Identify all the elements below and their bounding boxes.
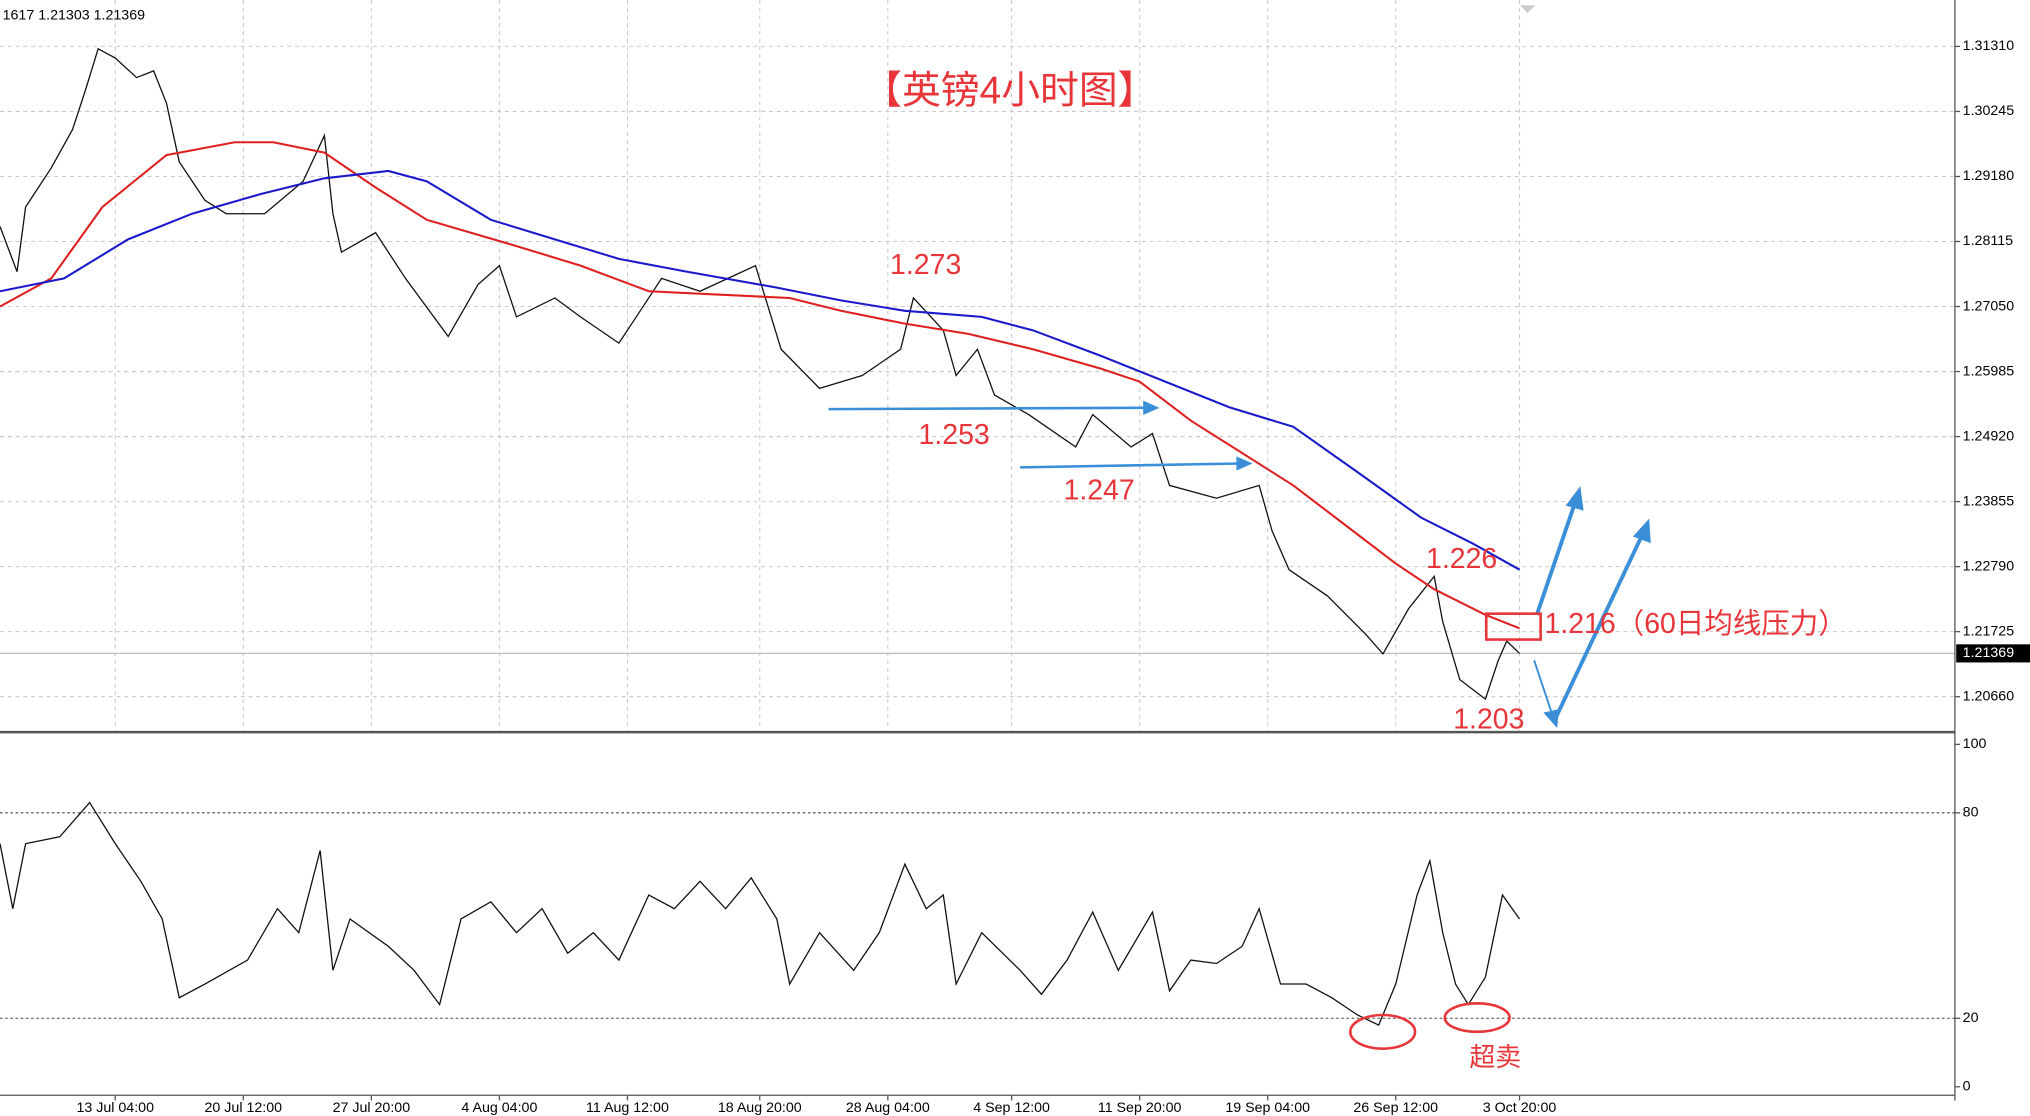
resistance-box	[1484, 612, 1542, 641]
x-tick-label: 27 Jul 20:00	[333, 1100, 411, 1116]
header: 1617 1.21303 1.21369	[3, 7, 146, 23]
x-tick-label: 11 Aug 12:00	[586, 1100, 669, 1116]
arrow-head	[1632, 518, 1651, 544]
arrow-head	[1143, 400, 1160, 415]
arrow	[1534, 500, 1578, 616]
grid-layer	[0, 0, 1955, 1019]
arrow	[1020, 462, 1241, 469]
arrows	[828, 400, 1651, 729]
y-tick-label: 0	[1963, 1079, 1971, 1095]
y-tick-label: 100	[1963, 736, 1987, 752]
series-line	[0, 801, 1521, 1027]
y-tick-label: 1.25985	[1963, 363, 2015, 379]
x-tick-label: 4 Sep 12:00	[973, 1100, 1050, 1116]
y-tick-label: 1.22790	[1963, 558, 2015, 574]
x-tick-label: 3 Oct 20:00	[1483, 1100, 1557, 1116]
series-line	[0, 141, 1520, 630]
y-tick-label: 1.23855	[1963, 493, 2015, 509]
y-tick-label: 80	[1963, 805, 1979, 821]
y-tick-label: 1.21725	[1963, 623, 2015, 639]
x-tick-label: 20 Jul 12:00	[205, 1100, 283, 1116]
annotation: 超卖	[1469, 1043, 1521, 1072]
series-line	[0, 169, 1521, 571]
y-tick-label: 1.28115	[1963, 233, 2013, 249]
x-tick-label: 28 Aug 04:00	[846, 1100, 930, 1116]
arrow	[828, 406, 1148, 411]
y-tick-label: 20	[1963, 1010, 1979, 1026]
y-tick-label: 1.29180	[1963, 168, 2015, 184]
arrow-head	[1543, 709, 1559, 729]
annotation: 1.253	[919, 419, 990, 451]
x-tick-label: 11 Sep 20:00	[1098, 1100, 1182, 1116]
y-tick-label: 1.27050	[1963, 298, 2015, 314]
last-price-box	[1956, 644, 2030, 663]
x-tick-label: 26 Sep 12:00	[1353, 1100, 1438, 1116]
arrow-head	[1236, 456, 1253, 471]
annotation: 1.247	[1064, 474, 1135, 506]
x-tick-label: 18 Aug 20:00	[718, 1100, 802, 1116]
y-tick-label: 1.20660	[1963, 688, 2015, 704]
last-price-label: 1.21369	[1963, 645, 2015, 661]
y-tick-label: 1.31310	[1963, 38, 2015, 54]
data-layer	[0, 47, 1521, 1027]
oversold-circle	[1443, 1002, 1511, 1034]
y-tick-label: 1.30245	[1963, 103, 2015, 119]
arrow	[1551, 532, 1645, 724]
y-tick-label: 1.24920	[1963, 428, 2015, 444]
annotation: 1.203	[1453, 704, 1524, 736]
marker	[1519, 5, 1536, 13]
chart-title: 【英镑4小时图】	[863, 69, 1156, 112]
x-tick-label: 13 Jul 04:00	[76, 1100, 154, 1116]
oversold-circle	[1349, 1013, 1417, 1050]
x-tick-label: 19 Sep 04:00	[1225, 1100, 1310, 1116]
arrow	[1533, 659, 1554, 715]
annotation: 1.216（60日均线压力）	[1545, 608, 1847, 640]
annotation: 1.226	[1426, 543, 1497, 575]
x-tick-label: 4 Aug 04:00	[461, 1100, 537, 1116]
arrow-head	[1565, 486, 1584, 511]
annotation: 1.273	[890, 249, 961, 281]
series-line	[0, 47, 1520, 701]
